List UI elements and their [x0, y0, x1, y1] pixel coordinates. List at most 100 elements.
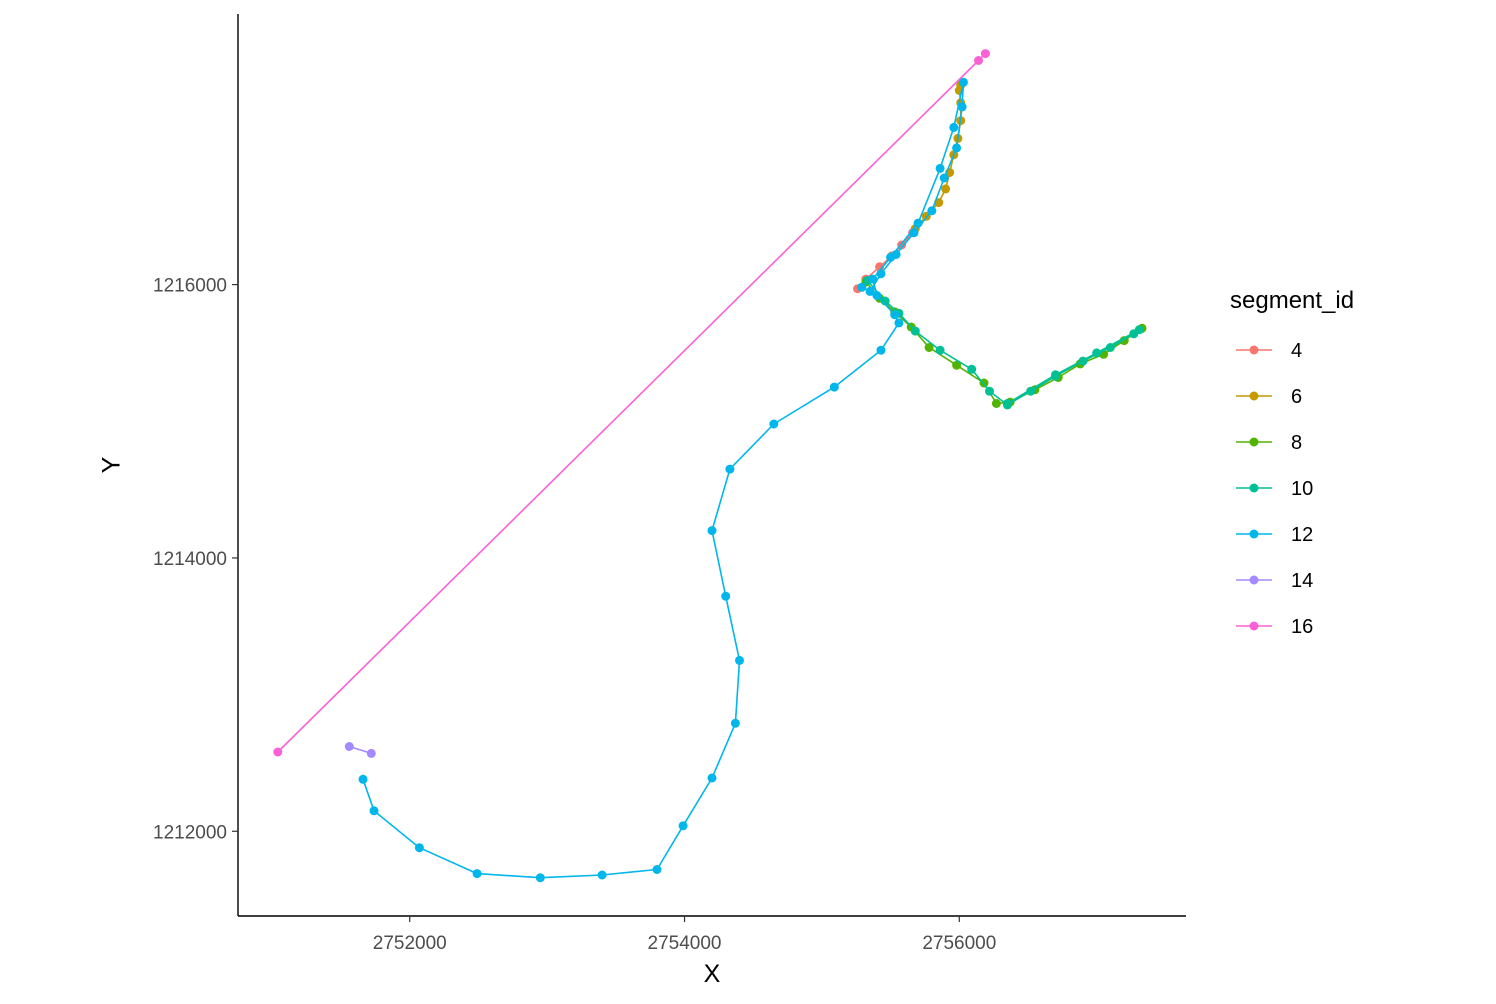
series-12: [358, 77, 968, 883]
axes: 2752000 2754000 2756000 1212000 1214000 1216…: [98, 14, 1186, 988]
data-point: [369, 806, 379, 816]
series-14: [344, 742, 376, 758]
y-tick-label: 1212000: [153, 822, 227, 843]
data-point: [865, 286, 875, 296]
legend-title: segment_id: [1230, 287, 1354, 314]
data-point: [735, 655, 744, 665]
data-point: [707, 526, 717, 536]
data-point: [876, 269, 886, 279]
data-point: [721, 591, 731, 601]
series-line-16: [277, 53, 986, 753]
legend: segment_id 4 6 8 10 12 14 16: [1230, 287, 1354, 638]
y-axis-ticks: 1212000 1214000 1216000: [153, 276, 238, 843]
data-point: [935, 345, 945, 355]
data-point: [909, 228, 919, 238]
data-point: [1002, 399, 1012, 408]
data-point: [829, 382, 839, 392]
data-point: [958, 77, 968, 87]
data-point: [886, 252, 896, 262]
x-axis-ticks: 2752000 2754000 2756000: [373, 916, 996, 954]
data-point: [597, 870, 607, 880]
data-point: [414, 843, 424, 853]
data-point: [910, 326, 920, 336]
data-point: [1078, 356, 1088, 366]
x-axis-title: X: [704, 960, 721, 988]
series-16: [273, 49, 990, 757]
series-layer: [273, 49, 1147, 883]
series-line-12: [362, 81, 965, 879]
series-8: [861, 277, 1147, 408]
data-point: [880, 296, 890, 306]
data-point: [927, 206, 937, 216]
legend-key-point: [1249, 483, 1259, 493]
data-point: [991, 399, 1001, 408]
legend-item-14: 14: [1236, 570, 1313, 592]
legend-key-point: [1249, 621, 1259, 631]
data-point: [894, 318, 904, 328]
legend-item-4: 4: [1236, 340, 1302, 362]
data-point: [1134, 325, 1144, 335]
legend-items: 4 6 8 10 12 14 16: [1236, 340, 1313, 638]
data-point: [913, 218, 923, 228]
data-point: [358, 774, 368, 784]
data-point: [678, 821, 688, 831]
series-6: [910, 80, 966, 234]
data-point: [366, 748, 376, 758]
legend-label: 8: [1291, 432, 1302, 454]
y-axis-title: Y: [98, 456, 126, 473]
legend-item-8: 8: [1236, 432, 1302, 454]
x-tick-label: 2754000: [648, 933, 722, 954]
legend-label: 6: [1291, 386, 1302, 408]
series-line-10: [866, 279, 1141, 406]
data-point: [949, 122, 959, 132]
legend-label: 12: [1291, 524, 1313, 546]
legend-label: 10: [1291, 478, 1313, 500]
data-point: [273, 747, 283, 757]
legend-item-6: 6: [1236, 386, 1302, 408]
x-tick-label: 2752000: [373, 933, 447, 954]
legend-item-16: 16: [1236, 616, 1313, 638]
legend-label: 14: [1291, 570, 1313, 592]
data-point: [1092, 348, 1102, 358]
data-point: [876, 345, 886, 355]
data-point: [652, 865, 662, 874]
data-point: [939, 173, 949, 183]
legend-key-point: [1249, 391, 1259, 401]
data-point: [535, 873, 545, 883]
data-point: [890, 310, 900, 320]
data-point: [974, 56, 983, 65]
legend-key-point: [1249, 575, 1259, 585]
data-point: [935, 163, 945, 173]
y-tick-label: 1214000: [153, 549, 227, 570]
legend-key-point: [1249, 529, 1259, 539]
data-point: [725, 464, 735, 474]
series-10: [862, 276, 1144, 410]
legend-key-point: [1249, 437, 1259, 447]
legend-item-10: 10: [1236, 478, 1313, 500]
data-point: [872, 291, 882, 300]
data-point: [980, 49, 990, 59]
data-point: [868, 274, 878, 284]
series-line-8: [865, 281, 1143, 405]
data-point: [967, 364, 977, 374]
data-point: [1051, 370, 1060, 380]
x-tick-label: 2756000: [922, 933, 996, 954]
data-point: [957, 102, 967, 112]
data-point: [924, 343, 934, 352]
data-point: [769, 419, 779, 429]
legend-item-12: 12: [1236, 524, 1313, 546]
data-point: [985, 386, 994, 396]
data-point: [952, 360, 962, 370]
legend-label: 16: [1291, 616, 1313, 638]
data-point: [730, 718, 740, 728]
data-point: [1026, 386, 1036, 396]
data-point: [344, 742, 354, 751]
data-point: [472, 869, 482, 879]
data-point: [941, 184, 951, 194]
legend-key-point: [1249, 345, 1259, 355]
data-point: [857, 282, 867, 292]
data-point: [952, 143, 962, 153]
data-point: [1105, 343, 1115, 352]
